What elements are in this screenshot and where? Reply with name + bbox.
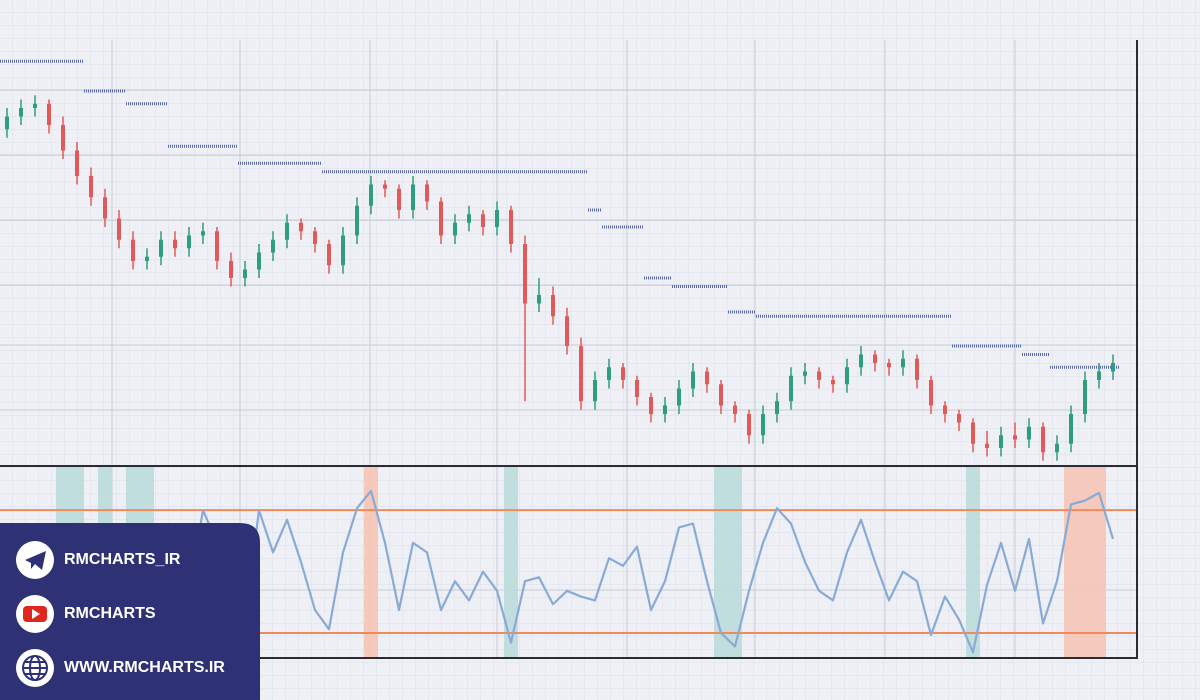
- zone: [504, 466, 518, 658]
- candle-body: [1027, 426, 1031, 440]
- candle-body: [131, 239, 135, 261]
- candle-body: [271, 239, 275, 253]
- globe-glyph: [22, 655, 48, 681]
- candle-body: [215, 231, 219, 261]
- candle-body: [75, 150, 79, 176]
- candle-body: [859, 354, 863, 368]
- candle-body: [719, 384, 723, 406]
- candle-body: [159, 239, 163, 257]
- candle-body: [47, 103, 51, 125]
- candle-body: [789, 375, 793, 402]
- candle-body: [985, 443, 989, 448]
- candle-body: [509, 210, 513, 244]
- candle-body: [229, 261, 233, 278]
- candle-body: [817, 371, 821, 380]
- candle-body: [299, 222, 303, 232]
- candle-body: [607, 367, 611, 380]
- overlay-box: [0, 523, 260, 700]
- candle-body: [775, 401, 779, 414]
- candle-body: [1111, 363, 1115, 372]
- candle-body: [425, 184, 429, 202]
- candle-body: [5, 116, 9, 130]
- link-text[interactable]: WWW.RMCHARTS.IR: [64, 659, 225, 676]
- candle-body: [915, 358, 919, 380]
- candle-body: [803, 371, 807, 376]
- candle-body: [551, 295, 555, 317]
- link-text[interactable]: RMCHARTS_IR: [64, 551, 181, 568]
- candle-body: [971, 422, 975, 444]
- candle-body: [33, 103, 37, 108]
- candle-body: [355, 205, 359, 236]
- candle-body: [677, 388, 681, 406]
- candle-body: [117, 218, 121, 240]
- candle-body: [593, 380, 597, 402]
- candle-body: [901, 358, 905, 368]
- candle-body: [467, 214, 471, 223]
- candle-body: [1083, 380, 1087, 414]
- zone: [714, 466, 742, 658]
- candle-body: [1055, 443, 1059, 453]
- candle-body: [635, 380, 639, 397]
- candle-body: [579, 346, 583, 402]
- candle-body: [845, 367, 849, 385]
- candle-body: [929, 380, 933, 406]
- candle-body: [691, 371, 695, 389]
- candle-body: [201, 231, 205, 236]
- candle-body: [999, 435, 1003, 448]
- candle-body: [341, 235, 345, 266]
- candle-body: [369, 184, 373, 206]
- candle-body: [747, 414, 751, 436]
- candle-body: [397, 188, 401, 210]
- candle-body: [831, 380, 835, 385]
- candle-body: [1069, 414, 1073, 444]
- candle-body: [873, 354, 877, 363]
- major-grid: [0, 40, 1137, 658]
- price-panel: [0, 59, 1120, 461]
- link-text[interactable]: RMCHARTS: [64, 605, 156, 622]
- candle-body: [103, 197, 107, 219]
- candle-body: [537, 295, 541, 304]
- social-overlay: RMCHARTS_IR RMCHARTS WWW.RMCHARTS.IR: [0, 523, 260, 700]
- candle-body: [523, 244, 527, 304]
- candle-body: [243, 269, 247, 278]
- youtube-play: [32, 609, 40, 619]
- candle-body: [495, 210, 499, 227]
- candle-body: [733, 405, 737, 414]
- candle-body: [383, 184, 387, 189]
- candle-body: [453, 222, 457, 236]
- candle-body: [187, 235, 191, 249]
- zone: [364, 466, 378, 658]
- candle-body: [649, 397, 653, 414]
- candle-body: [327, 244, 331, 266]
- candle-body: [621, 367, 625, 380]
- candle-body: [663, 405, 667, 414]
- candle-body: [173, 239, 177, 249]
- candle-body: [19, 108, 23, 117]
- candle-body: [145, 256, 149, 261]
- candle-body: [565, 316, 569, 346]
- candle-body: [439, 201, 443, 236]
- candle-body: [943, 405, 947, 414]
- candle-body: [705, 371, 709, 385]
- candle-body: [313, 231, 317, 244]
- telegram-glyph: [25, 551, 46, 570]
- candle-body: [257, 252, 261, 270]
- candle-body: [887, 363, 891, 368]
- candle-body: [411, 184, 415, 210]
- zone: [1064, 466, 1106, 658]
- candle-body: [1097, 371, 1101, 380]
- candle-body: [1013, 435, 1017, 440]
- candle-body: [285, 222, 289, 240]
- candle-body: [957, 414, 961, 423]
- zone: [966, 466, 980, 658]
- candle-body: [481, 214, 485, 227]
- candle-body: [761, 414, 765, 436]
- candle-body: [61, 125, 65, 151]
- candle-body: [89, 176, 93, 198]
- candle-body: [1041, 426, 1045, 453]
